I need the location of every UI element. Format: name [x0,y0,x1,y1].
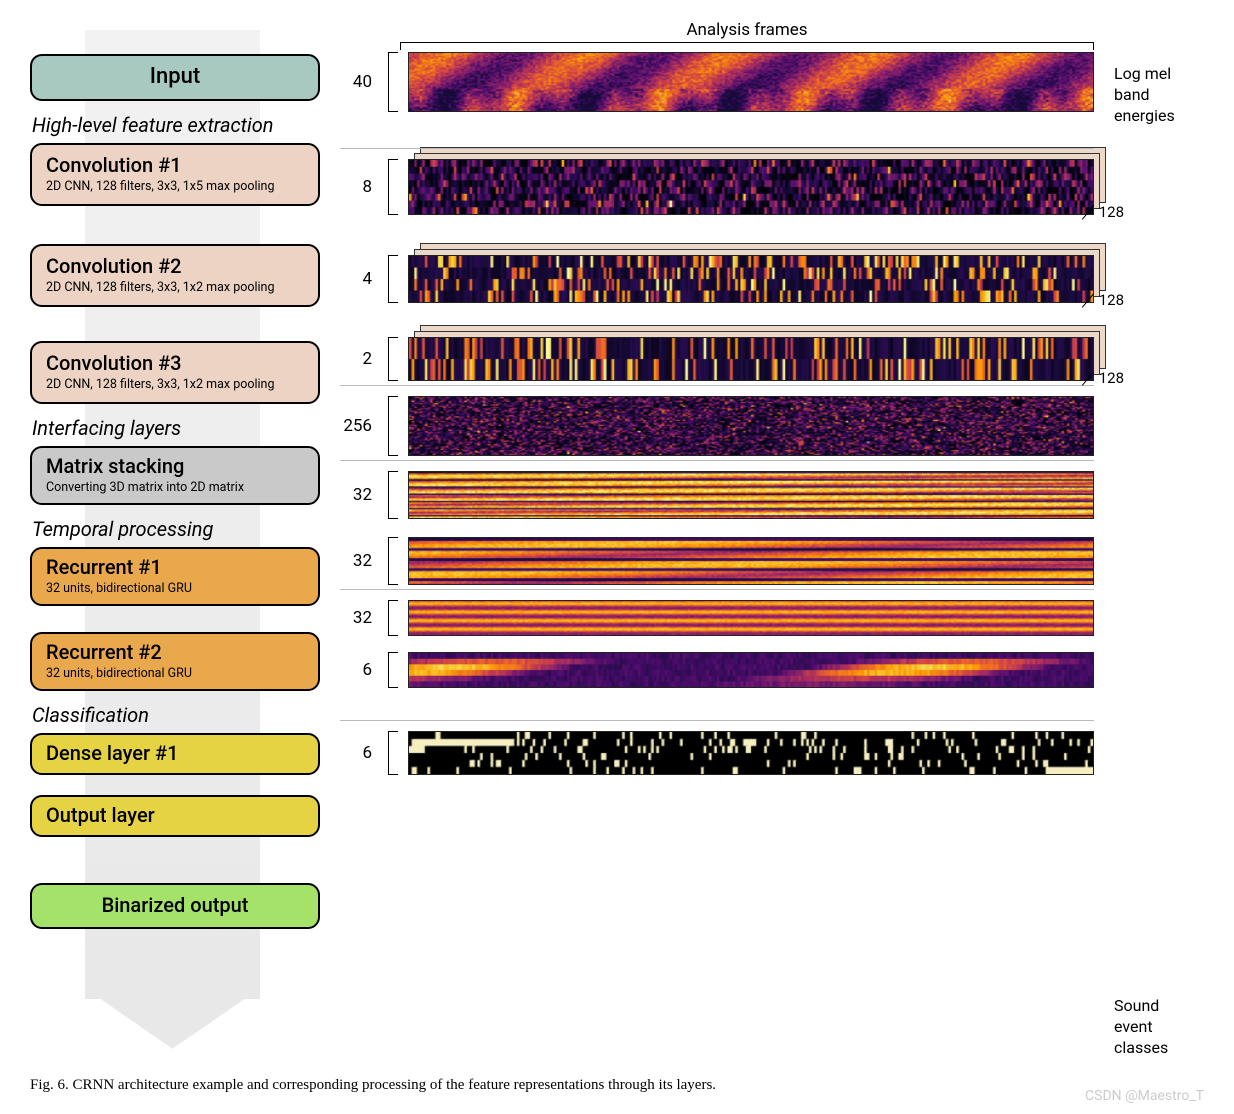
viz-binout: 6 [340,731,1094,775]
block-matrix-stacking: Matrix stacking Converting 3D matrix int… [30,446,320,505]
block-recurrent2: Recurrent #2 32 units, bidirectional GRU [30,632,320,691]
block-conv1: Convolution #1 2D CNN, 128 filters, 3x3,… [30,143,320,206]
divider [340,720,1094,721]
y-dim-label: 6 [340,743,372,763]
divider [340,589,1094,590]
block-binarized-output: Binarized output [30,883,320,929]
y-dim-label: 32 [340,485,372,505]
analysis-frames-label: Analysis frames [400,20,1094,40]
heatmap-wrap [408,537,1094,585]
viz-rec1: 32 [340,471,1094,519]
heatmap-dense [408,600,1094,636]
section-label-feature-extraction: High-level feature extraction [32,113,320,137]
block-subtitle: 2D CNN, 128 filters, 3x3, 1x2 max poolin… [46,280,304,295]
viz-input: 40 [340,52,1094,112]
viz-rec2: 32 [340,537,1094,585]
viz-output: 6 [340,652,1094,688]
y-dim-label: 256 [340,416,372,436]
heatmap-wrap [408,600,1094,636]
watermark: CSDN @Maestro_T [1085,1088,1204,1104]
y-dim-label: 6 [340,660,372,680]
heatmap-conv3 [408,337,1094,381]
y-dim-label: 2 [340,349,372,369]
heatmap-input [408,52,1094,112]
block-dense1: Dense layer #1 [30,733,320,775]
heatmap-wrap: 128 [408,337,1094,381]
heatmap-rec1 [408,471,1094,519]
section-label-classification: Classification [32,703,320,727]
block-title: Binarized output [46,893,304,917]
figure-caption: Fig. 6. CRNN architecture example and co… [30,1077,1204,1094]
y-bracket [388,255,398,303]
crnn-architecture-diagram: Input High-level feature extraction Conv… [30,20,1204,1059]
right-annotations-column: Log melband energies Soundeventclasses [1114,20,1204,1059]
y-bracket [388,600,398,636]
y-dim-label: 32 [340,608,372,628]
heatmap-wrap [408,471,1094,519]
divider [340,460,1094,461]
viz-conv2: 4 128 [340,255,1094,303]
viz-dense: 32 [340,600,1094,636]
viz-conv3: 2 128 [340,337,1094,381]
block-output-layer: Output layer [30,795,320,837]
block-title: Convolution #1 [46,153,304,177]
visualizations-column: Analysis frames 40 8 128 4 128 2 128 256 32… [340,20,1094,1059]
block-title: Convolution #2 [46,254,304,278]
y-bracket [388,731,398,775]
y-dim-label: 4 [340,269,372,289]
y-bracket [388,159,398,215]
block-subtitle: 2D CNN, 128 filters, 3x3, 1x5 max poolin… [46,179,304,194]
heatmap-stack [408,396,1094,456]
y-bracket [388,52,398,112]
y-bracket [388,471,398,519]
heatmap-conv1 [408,159,1094,215]
analysis-frames-bracket [400,42,1094,50]
y-bracket [388,537,398,585]
block-subtitle: 2D CNN, 128 filters, 3x3, 1x2 max poolin… [46,377,304,392]
heatmap-wrap [408,396,1094,456]
block-recurrent1: Recurrent #1 32 units, bidirectional GRU [30,547,320,606]
block-title: Dense layer #1 [46,741,304,765]
block-subtitle: 32 units, bidirectional GRU [46,581,304,596]
viz-stack: 256 [340,396,1094,456]
divider [340,385,1094,386]
block-subtitle: Converting 3D matrix into 2D matrix [46,480,304,495]
anno-sound-event-classes: Soundeventclasses [1114,996,1204,1058]
block-conv2: Convolution #2 2D CNN, 128 filters, 3x3,… [30,244,320,307]
block-input: Input [30,54,320,101]
heatmap-conv2 [408,255,1094,303]
block-title: Output layer [46,803,304,827]
block-subtitle: 32 units, bidirectional GRU [46,666,304,681]
heatmap-wrap [408,52,1094,112]
block-title: Convolution #3 [46,351,304,375]
y-dim-label: 32 [340,551,372,571]
heatmap-rec2 [408,537,1094,585]
divider [340,148,1094,149]
y-bracket [388,396,398,456]
block-conv3: Convolution #3 2D CNN, 128 filters, 3x3,… [30,341,320,404]
left-blocks-column: Input High-level feature extraction Conv… [30,20,320,1059]
section-label-temporal: Temporal processing [32,517,320,541]
y-bracket [388,337,398,381]
heatmap-wrap [408,731,1094,775]
heatmap-wrap [408,652,1094,688]
heatmap-output [408,652,1094,688]
y-bracket [388,652,398,688]
depth-label: 128 [1079,369,1124,387]
viz-conv1: 8 128 [340,159,1094,215]
heatmap-binout [408,731,1094,775]
y-dim-label: 8 [340,177,372,197]
block-title: Recurrent #1 [46,555,304,579]
block-title: Recurrent #2 [46,640,304,664]
heatmap-wrap: 128 [408,159,1094,215]
section-label-interfacing: Interfacing layers [32,416,320,440]
anno-log-mel: Log melband energies [1114,64,1204,126]
depth-label: 128 [1079,291,1124,309]
y-dim-label: 40 [340,72,372,92]
block-title: Matrix stacking [46,454,304,478]
heatmap-wrap: 128 [408,255,1094,303]
block-title: Input [46,64,304,89]
depth-label: 128 [1079,203,1124,221]
